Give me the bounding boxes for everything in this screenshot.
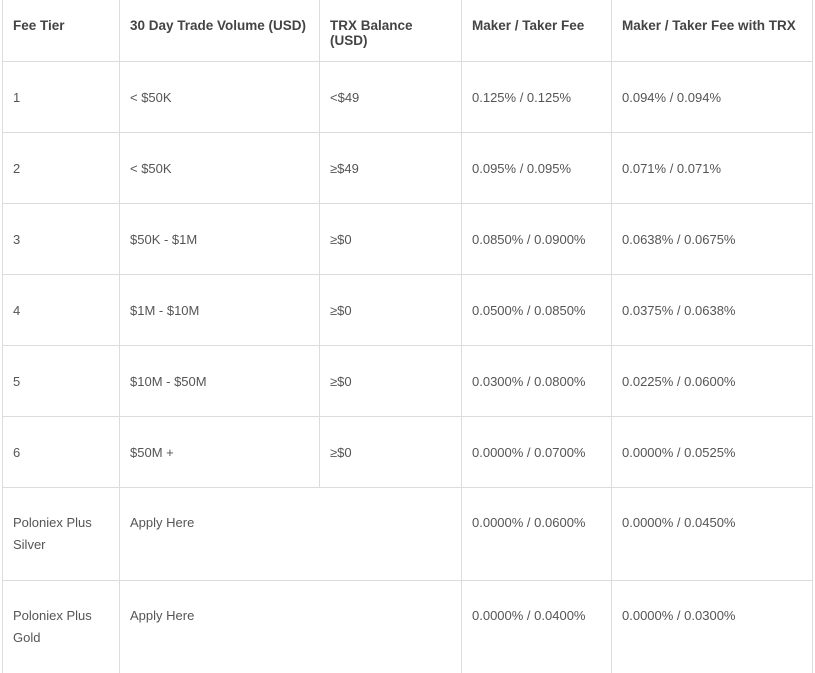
cell-maker-taker-fee: 0.125% / 0.125%: [461, 60, 612, 133]
plus-tier-label: Poloniex Plus Gold: [13, 607, 92, 645]
table-body: 1 < $50K <$49 0.125% / 0.125% 0.094% / 0…: [2, 60, 813, 673]
cell-maker-taker-fee: 0.0000% / 0.0600%: [461, 486, 612, 581]
table-row: 4 $1M - $10M ≥$0 0.0500% / 0.0850% 0.037…: [2, 273, 813, 346]
table-row: 3 $50K - $1M ≥$0 0.0850% / 0.0900% 0.063…: [2, 202, 813, 275]
plus-tier-label: Poloniex Plus Silver: [13, 514, 92, 552]
cell-trade-volume: $50K - $1M: [119, 202, 320, 275]
table-row: 1 < $50K <$49 0.125% / 0.125% 0.094% / 0…: [2, 60, 813, 133]
cell-fee-tier: 2: [2, 131, 120, 204]
cell-maker-taker-fee-trx: 0.0000% / 0.0525%: [611, 415, 813, 488]
cell-trade-volume: $1M - $10M: [119, 273, 320, 346]
cell-trx-balance: <$49: [319, 60, 462, 133]
cell-trade-volume: < $50K: [119, 60, 320, 133]
apply-here-link[interactable]: Apply Here: [130, 514, 195, 530]
cell-trade-volume: < $50K: [119, 131, 320, 204]
cell-fee-tier: 4: [2, 273, 120, 346]
cell-fee-tier: 5: [2, 344, 120, 417]
table-row: 5 $10M - $50M ≥$0 0.0300% / 0.0800% 0.02…: [2, 344, 813, 417]
cell-fee-tier: 3: [2, 202, 120, 275]
cell-fee-tier: Poloniex Plus Gold: [2, 579, 120, 673]
cell-fee-tier: Poloniex Plus Silver: [2, 486, 120, 581]
header-row: Fee Tier 30 Day Trade Volume (USD) TRX B…: [2, 0, 813, 62]
cell-apply: Apply Here: [119, 579, 462, 673]
cell-trade-volume: $10M - $50M: [119, 344, 320, 417]
cell-maker-taker-fee-trx: 0.0375% / 0.0638%: [611, 273, 813, 346]
header-fee-tier: Fee Tier: [2, 0, 120, 62]
cell-trx-balance: ≥$0: [319, 273, 462, 346]
cell-maker-taker-fee: 0.0000% / 0.0700%: [461, 415, 612, 488]
cell-fee-tier: 1: [2, 60, 120, 133]
table-row: 6 $50M + ≥$0 0.0000% / 0.0700% 0.0000% /…: [2, 415, 813, 488]
cell-maker-taker-fee-trx: 0.0225% / 0.0600%: [611, 344, 813, 417]
header-trx-balance: TRX Balance (USD): [319, 0, 462, 62]
cell-maker-taker-fee-trx: 0.0000% / 0.0450%: [611, 486, 813, 581]
cell-maker-taker-fee: 0.0000% / 0.0400%: [461, 579, 612, 673]
table-row-plus-gold: Poloniex Plus Gold Apply Here 0.0000% / …: [2, 579, 813, 673]
header-maker-taker-fee-trx: Maker / Taker Fee with TRX: [611, 0, 813, 62]
cell-maker-taker-fee: 0.0500% / 0.0850%: [461, 273, 612, 346]
cell-maker-taker-fee-trx: 0.0000% / 0.0300%: [611, 579, 813, 673]
cell-maker-taker-fee: 0.0850% / 0.0900%: [461, 202, 612, 275]
cell-maker-taker-fee-trx: 0.094% / 0.094%: [611, 60, 813, 133]
cell-trade-volume: $50M +: [119, 415, 320, 488]
cell-maker-taker-fee: 0.0300% / 0.0800%: [461, 344, 612, 417]
cell-apply: Apply Here: [119, 486, 462, 581]
cell-maker-taker-fee-trx: 0.071% / 0.071%: [611, 131, 813, 204]
table-header: Fee Tier 30 Day Trade Volume (USD) TRX B…: [2, 0, 813, 62]
table-row: 2 < $50K ≥$49 0.095% / 0.095% 0.071% / 0…: [2, 131, 813, 204]
apply-here-link[interactable]: Apply Here: [130, 607, 195, 623]
cell-trx-balance: ≥$0: [319, 202, 462, 275]
table-row-plus-silver: Poloniex Plus Silver Apply Here 0.0000% …: [2, 486, 813, 581]
cell-maker-taker-fee-trx: 0.0638% / 0.0675%: [611, 202, 813, 275]
cell-trx-balance: ≥$0: [319, 344, 462, 417]
cell-fee-tier: 6: [2, 415, 120, 488]
header-maker-taker-fee: Maker / Taker Fee: [461, 0, 612, 62]
cell-trx-balance: ≥$49: [319, 131, 462, 204]
header-trade-volume: 30 Day Trade Volume (USD): [119, 0, 320, 62]
cell-trx-balance: ≥$0: [319, 415, 462, 488]
cell-maker-taker-fee: 0.095% / 0.095%: [461, 131, 612, 204]
